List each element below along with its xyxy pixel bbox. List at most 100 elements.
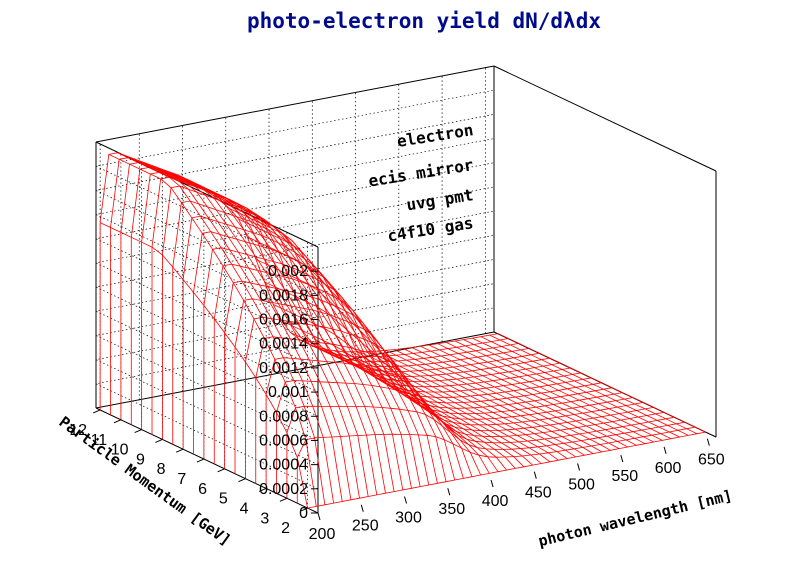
mesh-line-wavelength <box>420 345 628 448</box>
x-tick-mark <box>577 463 581 471</box>
surface-mesh <box>99 152 706 509</box>
x-tick-label: 400 <box>482 493 509 510</box>
mesh-line-wavelength <box>273 304 482 476</box>
mesh-line-wavelength <box>472 337 680 438</box>
z-tick-label: 0.001 <box>268 384 308 401</box>
frame-edge <box>95 65 495 143</box>
x-tick-mark <box>706 438 710 446</box>
y-tick-label: 7 <box>177 471 186 488</box>
mesh-line-wavelength <box>281 320 490 474</box>
y-tick-mark <box>217 468 225 473</box>
y-tick-label: 4 <box>240 500 249 517</box>
z-tick-label: 0.0014 <box>259 336 308 353</box>
mesh-line-wavelength <box>359 351 568 459</box>
x-tick-label: 250 <box>352 518 379 535</box>
annotation-pmt: uvg pmt <box>405 185 475 214</box>
mesh-line-wavelength <box>463 339 672 440</box>
z-tick-label: 0.002 <box>268 263 308 280</box>
mesh-line-wavelength <box>350 351 559 461</box>
mesh-line-wavelength <box>428 344 637 446</box>
y-tick-label: 6 <box>198 481 207 498</box>
x-tick-label: 300 <box>395 509 422 526</box>
z-tick-label: 0.0006 <box>259 432 308 449</box>
mesh-line-wavelength <box>108 154 317 507</box>
mesh-line-momentum <box>110 157 509 358</box>
y-tick-label: 8 <box>157 461 166 478</box>
y-tick-mark <box>155 438 163 443</box>
x-tick-mark <box>404 496 408 504</box>
mesh-line-wavelength <box>117 152 326 505</box>
mesh-line-wavelength <box>316 346 525 468</box>
axis-ticks: 0 0.0002 0.0004 0.0006 0.0008 0.001 0.0012 0.00… <box>69 263 725 543</box>
mesh-line-wavelength <box>342 351 551 463</box>
y-tick-mark <box>113 419 122 424</box>
x-tick-label: 450 <box>525 485 552 502</box>
mesh-line-wavelength <box>160 168 369 497</box>
annotation-particle: electron <box>396 120 475 151</box>
mesh-line-wavelength <box>376 350 585 456</box>
mesh-line-wavelength <box>489 334 698 435</box>
y-tick-mark <box>279 497 288 502</box>
x-tick-label: 550 <box>611 468 638 485</box>
y-tick-label: 3 <box>260 510 269 527</box>
z-tick-label: 0.0002 <box>259 481 308 498</box>
y-tick-label: 11 <box>91 432 108 449</box>
z-tick-label: 0.0016 <box>259 312 308 329</box>
y-axis-label: Particle Momentum [GeV] <box>56 413 235 550</box>
mesh-line-wavelength <box>402 348 611 451</box>
y-tick-label: 10 <box>111 442 129 459</box>
mesh-line-wavelength <box>125 155 334 504</box>
y-tick-mark <box>92 409 101 414</box>
mesh-line-wavelength <box>446 342 654 443</box>
frame-edge <box>95 407 319 514</box>
y-tick-mark <box>238 478 246 483</box>
y-tick-label: 2 <box>281 520 290 537</box>
x-tick-label: 650 <box>698 452 725 469</box>
x-tick-mark <box>620 455 624 463</box>
mesh-line-wavelength <box>385 349 594 454</box>
mesh-line-wavelength <box>454 340 663 441</box>
mesh-line-wavelength <box>411 347 620 449</box>
mesh-line-wavelength <box>324 349 533 466</box>
mesh-line-wavelength <box>368 351 577 458</box>
x-tick-mark <box>490 479 494 488</box>
x-tick-mark <box>360 504 364 512</box>
z-tick-label: 0 <box>299 505 308 522</box>
y-tick-mark <box>196 458 205 463</box>
z-tick-label: 0.0012 <box>259 360 308 377</box>
mesh-line-wavelength <box>437 343 646 445</box>
x-tick-mark <box>447 488 451 496</box>
y-tick-label: 9 <box>136 451 145 468</box>
x-tick-label: 600 <box>655 460 682 477</box>
mesh-line-wavelength <box>143 161 352 500</box>
frame-edge <box>493 65 717 172</box>
chart-title: photo-electron yield dN/dλdx <box>247 9 601 33</box>
mesh-line-wavelength <box>394 349 602 453</box>
mesh-line-wavelength <box>497 333 706 433</box>
mesh-line-wavelength <box>134 158 343 502</box>
y-tick-label: 12 <box>69 422 87 439</box>
x-axis-label: photon wavelength [nm] <box>537 486 734 550</box>
x-tick-mark <box>663 446 667 455</box>
x-tick-mark <box>533 471 537 479</box>
mesh-line-wavelength <box>307 343 516 469</box>
mesh-line-wavelength <box>203 189 412 489</box>
y-tick-mark <box>300 507 308 512</box>
y-tick-mark <box>175 448 184 453</box>
mesh-line-wavelength <box>298 338 507 471</box>
mesh-line-wavelength <box>151 165 360 499</box>
mesh-line-wavelength <box>238 218 447 482</box>
y-tick-label: 5 <box>219 491 228 508</box>
mesh-line-momentum <box>296 426 696 458</box>
x-tick-mark <box>317 512 321 521</box>
annotation-mirror: ecis mirror <box>367 155 475 190</box>
mesh-line-momentum <box>265 357 665 438</box>
x-tick-label: 200 <box>309 526 336 543</box>
annotation-gas: c4f10 gas <box>386 213 475 245</box>
mesh-line-wavelength <box>229 208 438 484</box>
y-tick-mark <box>134 429 142 434</box>
mesh-line-wavelength <box>333 350 542 464</box>
z-tick-label: 0.0008 <box>259 408 308 425</box>
z-tick-label: 0.0018 <box>259 287 308 304</box>
